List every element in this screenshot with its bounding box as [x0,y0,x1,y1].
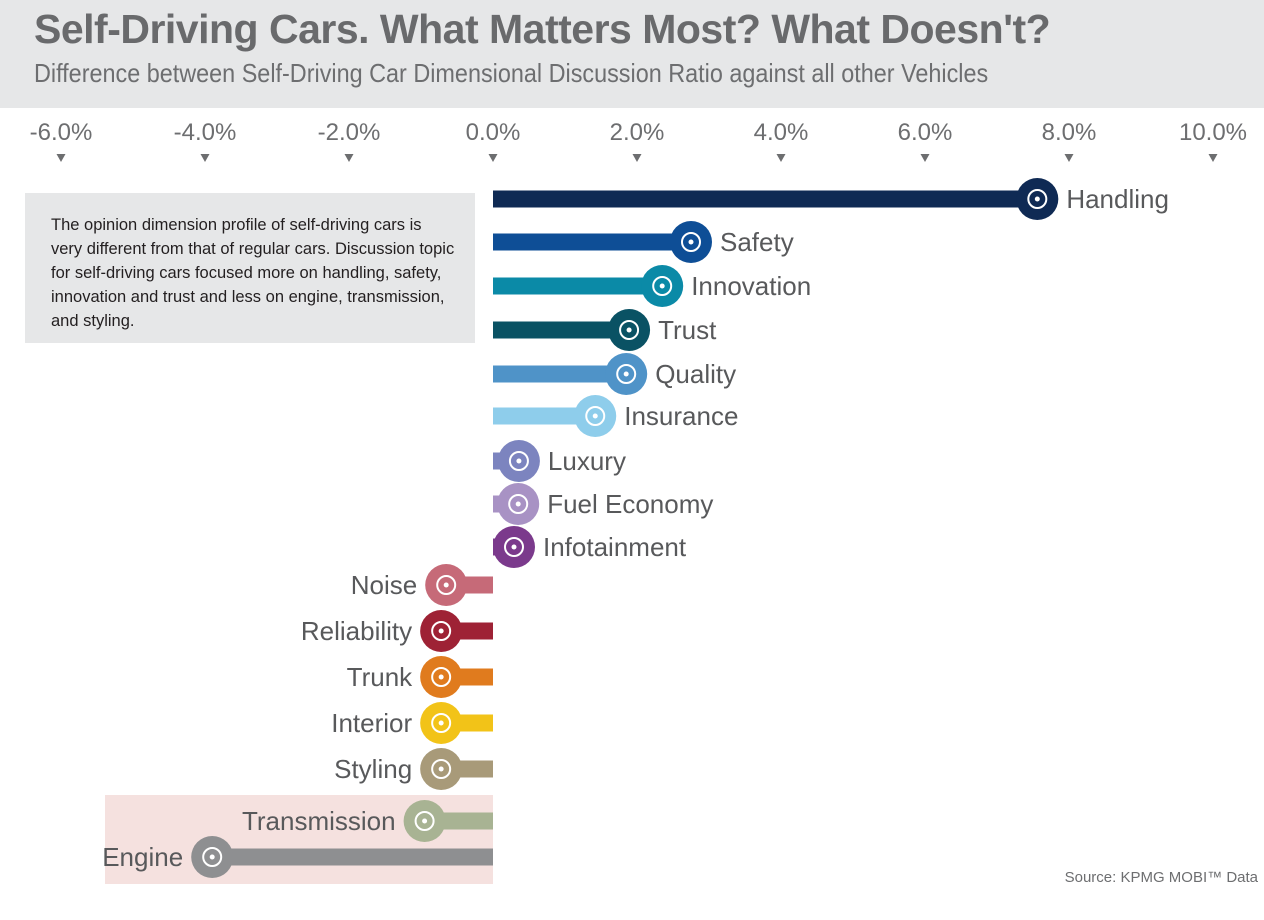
bar-label: Transmission [242,806,396,836]
icon-glyph [414,811,435,831]
bar [493,365,627,383]
icon-glyph-dot [209,854,215,860]
bar-group: Insurance [493,395,738,437]
icon-glyph-dot [688,239,694,245]
icon-glyph [619,320,640,340]
bar-label: Trust [658,315,717,345]
icon-glyph [431,621,452,641]
bar-group: Styling [334,748,493,790]
bar [212,848,493,866]
icon-glyph [431,667,452,687]
tick-marker-icon [920,154,930,162]
icon-glyph-dot [443,582,449,588]
icon-glyph [431,759,452,779]
bar-group: Innovation [493,265,811,307]
bar-group: Handling [493,178,1169,220]
icon-glyph [681,232,701,252]
bar-group: Engine [102,836,493,878]
icon-glyph [616,364,637,384]
annotation-box: The opinion dimension profile of self-dr… [25,193,475,343]
icon-glyph [508,494,529,514]
x-tick-label: 8.0% [1042,119,1097,146]
bar-group: Fuel Economy [493,483,713,525]
bar-label: Styling [334,754,412,784]
tick-marker-icon [344,154,354,162]
icon-glyph-dot [511,544,517,550]
tick-marker-icon [1208,154,1218,162]
tick-marker-icon [632,154,642,162]
x-tick-label: 6.0% [898,119,953,146]
icon-glyph [652,276,673,296]
bar-label: Reliability [301,616,412,646]
tick-marker-icon [488,154,498,162]
bar-group: Interior [331,702,493,744]
icon-glyph [508,451,529,471]
bar-label: Luxury [548,446,626,476]
icon-glyph [585,406,606,426]
icon-glyph [504,537,524,557]
bar-group: Luxury [493,440,626,482]
tick-marker-icon [56,154,66,162]
tick-marker-icon [776,154,786,162]
icon-glyph-dot [626,327,632,333]
x-tick-label: 0.0% [466,119,521,146]
icon-glyph-dot [659,283,665,289]
bar-group: Noise [351,564,493,606]
icon-glyph-dot [438,720,444,726]
icon-glyph-dot [623,371,629,377]
source-note: Source: KPMG MOBI™ Data [1064,869,1258,886]
bar-group: Safety [493,221,794,263]
bar-label: Innovation [691,271,811,301]
x-tick-label: -2.0% [318,119,381,146]
icon-glyph [202,847,223,867]
bar-label: Quality [655,359,736,389]
bar-label: Noise [351,570,417,600]
x-tick-label: -4.0% [174,119,237,146]
bar-label: Engine [102,842,183,872]
chart-subtitle: Difference between Self-Driving Car Dime… [34,58,989,88]
bar [493,407,596,425]
icon-glyph-dot [422,818,428,824]
bar-label: Safety [720,227,794,257]
icon-glyph [431,713,452,733]
x-tick-label: 4.0% [754,119,809,146]
icon-glyph-dot [515,501,521,507]
icon-glyph-dot [592,413,598,419]
bar-group: Reliability [301,610,493,652]
icon-glyph-dot [438,674,444,680]
x-tick-label: 10.0% [1179,119,1247,146]
x-tick-label: 2.0% [610,119,665,146]
bar-group: Infotainment [493,526,687,568]
chart-title: Self-Driving Cars. What Matters Most? Wh… [34,6,1051,52]
bar-label: Interior [331,708,412,738]
tick-marker-icon [200,154,210,162]
bar-group: Trunk [347,656,493,698]
bar [493,190,1038,208]
bar-label: Insurance [624,401,738,431]
icon-glyph [1027,189,1048,209]
bar-group: Trust [493,309,717,351]
icon-glyph-dot [1034,196,1040,202]
icon-glyph [436,575,457,595]
x-tick-label: -6.0% [30,119,93,146]
bar [493,277,663,295]
bar-label: Handling [1066,184,1169,214]
icon-glyph-dot [438,628,444,634]
bar-group: Quality [493,353,736,395]
header-band: Self-Driving Cars. What Matters Most? Wh… [0,0,1264,108]
bar-label: Infotainment [543,532,687,562]
icon-glyph-dot [438,766,444,772]
icon-glyph-dot [516,458,522,464]
bar [493,233,691,251]
bar-group: Transmission [242,800,493,842]
bar-label: Fuel Economy [547,489,713,519]
tick-marker-icon [1064,154,1074,162]
bar-label: Trunk [347,662,413,692]
bar [493,321,630,339]
